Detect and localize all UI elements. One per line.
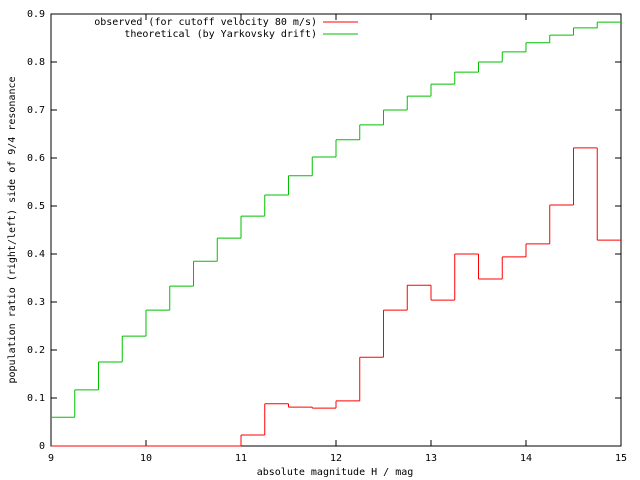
y-tick-label: 0.7 [27,105,45,116]
x-axis-label: absolute magnitude H / mag [257,467,414,478]
y-tick-label: 0.2 [27,345,45,356]
y-tick-label: 0.6 [27,153,45,164]
y-tick-label: 0.1 [27,393,45,404]
y-axis-label: population ratio (right/left) side of 9/… [7,76,18,383]
y-tick-label: 0.3 [27,297,45,308]
legend-label: theoretical (by Yarkovsky drift) [124,29,317,40]
x-tick-label: 14 [520,453,532,464]
x-tick-label: 11 [235,453,247,464]
x-tick-label: 13 [425,453,437,464]
x-tick-label: 9 [48,453,54,464]
y-tick-label: 0.5 [27,201,45,212]
y-tick-label: 0.8 [27,57,45,68]
y-tick-label: 0 [39,441,45,452]
x-tick-label: 10 [140,453,152,464]
x-tick-label: 12 [330,453,342,464]
y-tick-label: 0.9 [27,9,45,20]
x-tick-label: 15 [615,453,627,464]
plot-border [50,13,622,447]
legend-label: observed (for cutoff velocity 80 m/s) [94,17,317,28]
y-tick-label: 0.4 [27,249,45,260]
